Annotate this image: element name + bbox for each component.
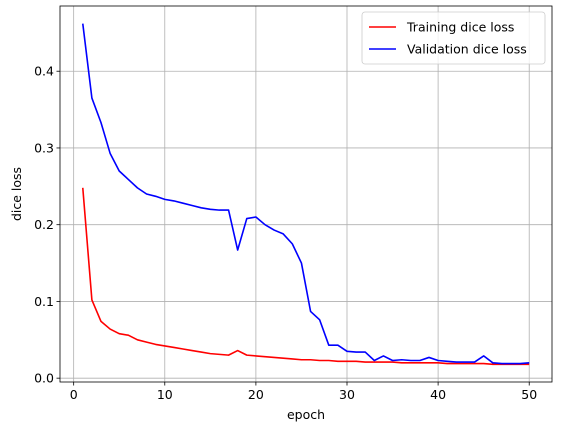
y-tick-label: 0.0	[34, 371, 54, 386]
plot-area-frame	[59, 5, 553, 383]
x-axis-label: epoch	[287, 407, 325, 422]
x-tick-label: 50	[521, 387, 537, 402]
grid-lines	[60, 6, 552, 382]
axis-ticks: 0 10 20 30 40 50 0.0 0.1 0.2 0.3 0.4	[34, 64, 537, 402]
x-tick-label: 40	[430, 387, 446, 402]
x-tick-label: 30	[339, 387, 355, 402]
series-line-2	[81, 23, 530, 365]
legend: Training dice loss Validation dice loss	[361, 11, 546, 65]
y-axis-label: dice loss	[9, 167, 24, 221]
legend-box	[361, 11, 546, 65]
x-tick-label: 0	[70, 387, 78, 402]
legend-label-1: Training dice loss	[406, 20, 514, 35]
legend-label-2: Validation dice loss	[407, 42, 527, 57]
y-tick-label: 0.1	[34, 294, 54, 309]
series-lines	[81, 23, 530, 366]
x-tick-label: 20	[248, 387, 264, 402]
x-tick-label: 10	[157, 387, 173, 402]
y-tick-label: 0.3	[34, 140, 54, 155]
series-line-1	[81, 187, 530, 366]
y-tick-label: 0.2	[34, 217, 54, 232]
y-tick-label: 0.4	[34, 64, 54, 79]
